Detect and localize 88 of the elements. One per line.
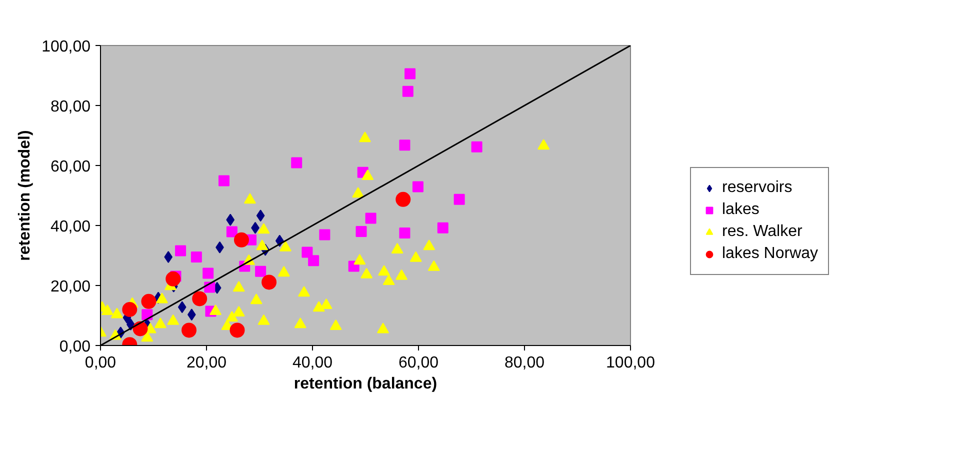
point bbox=[396, 192, 411, 207]
point bbox=[101, 304, 114, 315]
point bbox=[234, 232, 249, 248]
x-tick-label: 0,00 bbox=[84, 354, 116, 372]
point bbox=[187, 308, 196, 321]
point bbox=[175, 245, 186, 256]
point bbox=[178, 301, 186, 314]
x-tick-label: 60,00 bbox=[398, 354, 439, 372]
point bbox=[399, 228, 410, 238]
point bbox=[250, 294, 262, 304]
point bbox=[226, 311, 238, 322]
point bbox=[376, 322, 389, 334]
y-tick-label: 60,00 bbox=[50, 158, 91, 176]
point bbox=[354, 254, 366, 265]
point bbox=[244, 193, 256, 204]
point bbox=[423, 240, 436, 250]
y-tick-label: 0,00 bbox=[59, 338, 91, 356]
point bbox=[256, 240, 268, 250]
point bbox=[164, 251, 173, 263]
point bbox=[182, 322, 197, 338]
point bbox=[308, 255, 320, 266]
point bbox=[291, 157, 302, 168]
point bbox=[330, 319, 342, 330]
point bbox=[362, 169, 374, 180]
legend-label: lakes bbox=[722, 201, 760, 219]
point bbox=[142, 309, 153, 320]
point bbox=[410, 251, 422, 262]
point bbox=[358, 132, 371, 142]
point bbox=[154, 318, 166, 328]
point bbox=[298, 286, 310, 297]
point bbox=[352, 187, 364, 198]
point bbox=[258, 223, 270, 234]
point bbox=[378, 265, 390, 276]
y-tick-label: 20,00 bbox=[50, 278, 91, 296]
x-tick-label: 80,00 bbox=[504, 354, 545, 372]
point bbox=[141, 294, 156, 309]
point bbox=[218, 175, 230, 186]
point bbox=[365, 212, 376, 224]
point bbox=[437, 222, 448, 234]
point bbox=[210, 304, 222, 315]
point bbox=[132, 321, 148, 336]
point bbox=[382, 274, 395, 285]
point bbox=[356, 226, 367, 237]
point bbox=[319, 229, 330, 240]
point bbox=[279, 240, 292, 252]
point bbox=[122, 302, 138, 317]
y-tick-label: 40,00 bbox=[50, 218, 91, 236]
x-tick-label: 40,00 bbox=[292, 354, 333, 372]
point bbox=[256, 210, 265, 222]
x-tick-label: 100,00 bbox=[606, 354, 656, 372]
point bbox=[538, 139, 550, 150]
y-tick-label: 100,00 bbox=[42, 38, 91, 56]
point bbox=[226, 214, 235, 226]
point bbox=[428, 260, 440, 271]
y-axis-title: retention (model) bbox=[16, 130, 34, 261]
point bbox=[156, 292, 168, 304]
point bbox=[402, 86, 414, 97]
point bbox=[412, 181, 424, 192]
point bbox=[255, 266, 266, 277]
point bbox=[391, 242, 404, 254]
point bbox=[192, 291, 208, 306]
point bbox=[202, 268, 214, 279]
point bbox=[454, 194, 465, 205]
legend-label: res. Walker bbox=[722, 223, 802, 241]
point bbox=[232, 306, 245, 316]
point bbox=[404, 68, 416, 80]
x-tick-label: 20,00 bbox=[186, 354, 227, 372]
point bbox=[230, 322, 245, 338]
point bbox=[396, 269, 408, 280]
y-tick-label: 80,00 bbox=[50, 98, 91, 116]
point bbox=[360, 268, 373, 278]
legend-label: reservoirs bbox=[722, 179, 792, 197]
point bbox=[232, 281, 245, 292]
point bbox=[302, 246, 313, 258]
point bbox=[167, 314, 180, 325]
point bbox=[262, 274, 277, 290]
x-axis-title: retention (balance) bbox=[294, 376, 438, 392]
point bbox=[258, 314, 270, 325]
point bbox=[110, 308, 123, 318]
point bbox=[399, 140, 410, 151]
point bbox=[320, 298, 332, 309]
point bbox=[226, 226, 238, 238]
point bbox=[294, 318, 306, 328]
point bbox=[166, 271, 181, 286]
legend-label: lakes Norway bbox=[722, 245, 818, 263]
point bbox=[190, 252, 202, 262]
point bbox=[471, 141, 482, 152]
point bbox=[278, 266, 290, 277]
